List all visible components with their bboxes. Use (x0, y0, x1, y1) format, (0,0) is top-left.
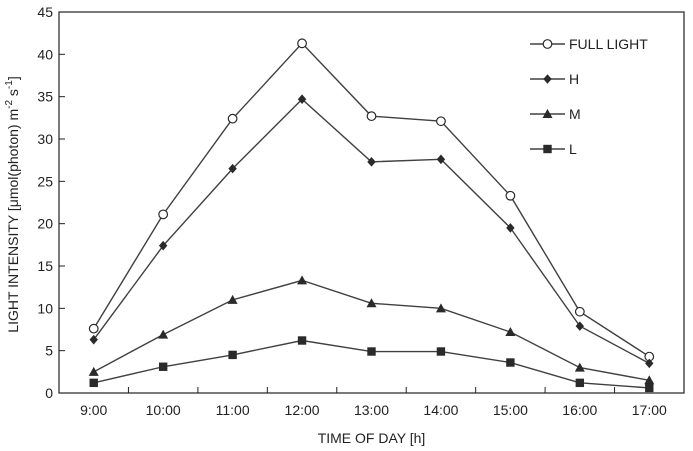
data-point-m (366, 298, 377, 308)
series-h (89, 94, 654, 369)
data-point-h (645, 358, 654, 369)
legend-item-h: H (530, 71, 579, 87)
data-point-l (506, 358, 515, 367)
y-tick-label: 40 (37, 46, 53, 62)
legend-label: H (569, 71, 579, 87)
data-point-h (158, 240, 168, 251)
data-point-l (575, 378, 585, 388)
legend: FULL LIGHT H M L (530, 36, 648, 157)
data-point-h (575, 321, 585, 331)
data-point-full-light (574, 306, 585, 317)
data-point-full-light (158, 209, 169, 220)
y-tick-label: 20 (37, 216, 53, 232)
y-axis-title-part: LIGHT INTENSITY [μmol(photon) m (5, 109, 21, 333)
legend-marker-m (542, 109, 553, 118)
y-tick-label: 30 (37, 131, 53, 147)
series-line-m (93, 279, 650, 381)
legend-label: FULL LIGHT (569, 36, 648, 52)
y-axis-title-superscript: -1 (4, 80, 15, 89)
data-point-full-light (505, 190, 516, 201)
series-full-light (88, 38, 655, 362)
data-point-full-light (88, 323, 99, 334)
y-tick-label: 35 (37, 89, 53, 105)
data-point-l (228, 350, 237, 360)
legend-label: L (569, 141, 577, 157)
y-axis-title-part: ] (5, 76, 21, 80)
x-tick-label: 10:00 (146, 402, 181, 418)
data-point-l (645, 383, 654, 393)
x-tick-label: 12:00 (285, 402, 320, 418)
x-tick-label: 14:00 (423, 402, 458, 418)
data-point-m (644, 375, 655, 385)
data-point-h (367, 157, 376, 167)
data-point-m (88, 366, 99, 376)
data-point-m (435, 303, 446, 313)
data-point-l (297, 336, 307, 345)
data-point-full-light (297, 38, 307, 49)
data-point-full-light (436, 116, 446, 127)
data-point-h (436, 154, 446, 165)
legend-item-l: L (530, 141, 577, 157)
x-tick-label: 15:00 (493, 402, 528, 418)
data-point-m (574, 362, 585, 372)
x-axis: 9:00 10:00 11:00 12:00 13:00 14:00 15:00 16:00 1… (58, 387, 685, 418)
y-tick-label: 25 (37, 173, 53, 189)
data-point-h (228, 163, 237, 174)
series-line-full-light (93, 42, 650, 358)
x-tick-label: 16:00 (562, 402, 597, 418)
x-axis-title: TIME OF DAY [h] (318, 430, 426, 446)
y-tick-label: 5 (45, 343, 53, 359)
data-point-m (158, 329, 169, 339)
x-tick-label: 17:00 (632, 402, 667, 418)
series-group (88, 38, 655, 393)
series-l (89, 336, 654, 393)
data-point-l (158, 362, 168, 371)
y-tick-label: 15 (37, 258, 53, 274)
legend-marker-l (543, 144, 552, 154)
data-point-l (436, 347, 446, 356)
y-tick-label: 45 (37, 4, 53, 20)
data-point-m (297, 275, 308, 285)
legend-item-m: M (530, 106, 581, 122)
x-tick-label: 13:00 (354, 402, 389, 418)
legend-marker-full-light (542, 39, 553, 49)
data-point-l (367, 347, 376, 356)
legend-label: M (569, 106, 581, 122)
legend-marker-h (543, 74, 552, 84)
data-point-h (297, 94, 307, 105)
x-tick-label: 11:00 (216, 402, 250, 418)
y-axis-title: LIGHT INTENSITY [μmol(photon) m-2 s-1] (4, 76, 21, 332)
legend-item-full-light: FULL LIGHT (530, 36, 648, 52)
series-line-h (93, 98, 650, 364)
data-point-h (89, 334, 98, 345)
y-axis-title-superscript: -2 (4, 100, 15, 109)
data-point-full-light (366, 111, 377, 122)
series-m (88, 275, 655, 385)
y-tick-label: 10 (37, 300, 53, 316)
data-point-m (227, 294, 238, 304)
x-tick-label: 9:00 (80, 402, 107, 418)
data-point-h (506, 223, 515, 233)
plot-frame (58, 11, 685, 394)
plot-area (58, 11, 685, 394)
data-point-full-light (227, 113, 238, 124)
data-point-m (505, 327, 516, 337)
y-axis-title-part: s (5, 89, 21, 100)
y-tick-label: 0 (45, 385, 53, 401)
y-axis: 0 5 10 15 20 25 30 35 40 45 (37, 4, 65, 401)
data-point-l (89, 378, 98, 388)
